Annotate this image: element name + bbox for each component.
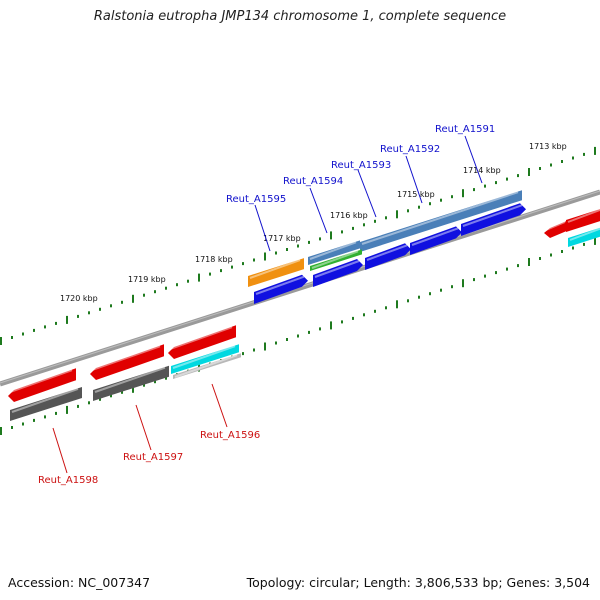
- feature-a1594-cds[interactable]: [313, 259, 363, 287]
- feature-a1598-cds[interactable]: [10, 387, 82, 421]
- feature-a1594-cds-track[interactable]: [308, 240, 360, 265]
- feature-a1597-cds[interactable]: [93, 365, 169, 401]
- chromosome-backbone: [0, 189, 600, 387]
- gene-label-reut-a1591[interactable]: Reut_A1591: [435, 124, 495, 135]
- callout-line-a1591: [464, 135, 483, 184]
- feature-a1597-gene[interactable]: [90, 344, 164, 380]
- gene-label-reut-a1592[interactable]: Reut_A1592: [380, 144, 440, 155]
- feature-a1593-cds[interactable]: [365, 243, 411, 270]
- gene-label-reut-a1594[interactable]: Reut_A1594: [283, 176, 343, 187]
- feature-edge-cyan[interactable]: [568, 225, 600, 247]
- scale-ticks-upper: [0, 146, 596, 345]
- gene-label-reut-a1597[interactable]: Reut_A1597: [123, 452, 183, 463]
- scale-label-1715: 1715 kbp: [397, 190, 435, 199]
- callout-line-a1597: [135, 404, 152, 451]
- feature-a1591-cds[interactable]: [461, 203, 526, 236]
- feature-a1598-gene[interactable]: [8, 368, 76, 402]
- feature-a1595-gene[interactable]: [248, 258, 304, 287]
- callout-line-a1595: [254, 204, 271, 252]
- scale-label-1719: 1719 kbp: [128, 275, 166, 284]
- feature-a1595-cds[interactable]: [254, 274, 308, 304]
- accession-text: Accession: NC_007347: [8, 575, 151, 590]
- topology-text: Topology: circular; Length: 3,806,533 bp…: [246, 575, 590, 590]
- gene-label-reut-a1593[interactable]: Reut_A1593: [331, 160, 391, 171]
- feature-a1592-cds[interactable]: [410, 226, 462, 255]
- feature-a1596-misc[interactable]: [173, 353, 241, 379]
- scale-label-1713: 1713 kbp: [529, 142, 567, 151]
- callout-line-a1598: [52, 427, 68, 474]
- gene-label-reut-a1596[interactable]: Reut_A1596: [200, 430, 260, 441]
- feature-a1596-cds[interactable]: [171, 344, 239, 374]
- gene-label-reut-a1595[interactable]: Reut_A1595: [226, 194, 286, 205]
- feature-edge-red-1[interactable]: [544, 220, 569, 238]
- callout-line-a1596: [211, 383, 228, 428]
- map-title: Ralstonia eutropha JMP134 chromosome 1, …: [93, 9, 507, 24]
- feature-a1596-gene[interactable]: [168, 325, 236, 359]
- scale-label-1716: 1716 kbp: [330, 211, 368, 220]
- scale-label-1718: 1718 kbp: [195, 255, 233, 264]
- callout-line-a1593: [357, 169, 377, 218]
- feature-a1591-a1593-cds-track[interactable]: [360, 190, 522, 252]
- scale-label-1720: 1720 kbp: [60, 294, 98, 303]
- scale-label-1714: 1714 kbp: [463, 166, 501, 175]
- scale-label-1717: 1717 kbp: [263, 234, 301, 243]
- feature-a1594-gene[interactable]: [310, 249, 362, 271]
- callout-line-a1594: [309, 187, 328, 234]
- gene-label-reut-a1598[interactable]: Reut_A1598: [38, 475, 98, 486]
- feature-edge-red-2[interactable]: [566, 207, 600, 232]
- callout-line-a1592: [405, 155, 423, 204]
